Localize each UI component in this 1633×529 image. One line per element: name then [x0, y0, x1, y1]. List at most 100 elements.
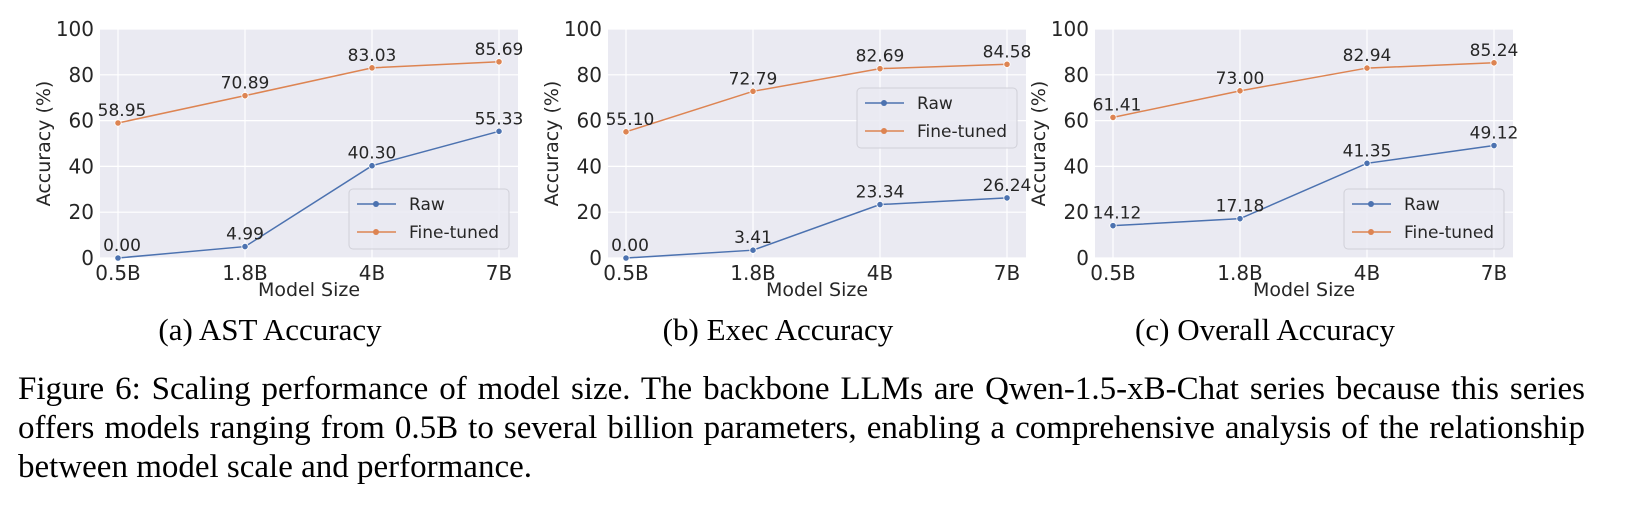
data-label: 14.12 — [1093, 204, 1142, 224]
data-point — [1363, 159, 1371, 167]
y-tick-label: 80 — [69, 63, 94, 87]
y-tick-label: 40 — [1064, 154, 1089, 178]
chart-svg: 0 20 40 60 80 100 0.5B 1.8B 4B 7B Model Size Accura… — [33, 17, 524, 301]
y-tick-label: 0 — [589, 246, 602, 270]
data-point — [1363, 64, 1371, 72]
legend-marker — [373, 229, 379, 235]
y-tick-label: 20 — [69, 200, 94, 224]
data-point — [749, 246, 757, 254]
data-label: 58.95 — [98, 101, 147, 121]
data-label: 41.35 — [1343, 141, 1392, 161]
legend: Raw Fine-tuned — [1343, 188, 1505, 250]
x-axis-label: Model Size — [258, 279, 360, 301]
legend-label: Raw — [1404, 195, 1440, 215]
x-tick-label: 7B — [994, 261, 1020, 285]
x-tick-label: 7B — [1481, 261, 1507, 285]
data-label: 84.58 — [983, 42, 1032, 62]
y-axis-label: Accuracy (%) — [33, 81, 55, 207]
legend-marker — [1368, 201, 1374, 207]
y-tick-label: 0 — [81, 246, 94, 270]
data-point — [114, 119, 122, 127]
series-line-fine-tuned — [625, 63, 1008, 133]
data-label: 85.24 — [1470, 41, 1519, 61]
series-line-fine-tuned — [1112, 62, 1495, 119]
y-tick-label: 0 — [1076, 246, 1089, 270]
data-point — [1109, 113, 1117, 121]
data-point — [876, 65, 884, 73]
series-line-raw — [1112, 144, 1495, 227]
data-label: 55.33 — [475, 109, 524, 129]
chart-ast-accuracy: 0 20 40 60 80 100 0.5B 1.8B 4B 7B Model Size Accura… — [0, 0, 540, 305]
data-label: 73.00 — [1216, 69, 1265, 89]
data-point — [1109, 222, 1117, 230]
y-tick-label: 60 — [577, 109, 602, 133]
data-point — [114, 254, 122, 262]
y-tick-label: 60 — [1064, 109, 1089, 133]
legend-label: Fine-tuned — [409, 223, 499, 243]
series-line-raw — [117, 130, 500, 259]
data-label: 0.00 — [611, 236, 649, 256]
data-point — [241, 242, 249, 251]
data-point — [1490, 141, 1498, 150]
legend: Raw Fine-tuned — [856, 87, 1018, 149]
data-point — [1003, 60, 1011, 68]
x-tick-label: 0.5B — [1090, 261, 1136, 285]
chart-exec-accuracy: 0 20 40 60 80 100 0.5B 1.8B 4B 7B Model Size Accura… — [508, 0, 1048, 305]
y-tick-label: 40 — [577, 154, 602, 178]
x-tick-label: 0.5B — [603, 261, 649, 285]
y-axis-label: Accuracy (%) — [1028, 81, 1050, 207]
data-point — [1236, 87, 1244, 95]
subcaption-b: (b) Exec Accuracy — [662, 312, 894, 347]
data-label: 55.10 — [606, 110, 655, 130]
data-point — [495, 127, 503, 135]
data-label: 82.94 — [1343, 46, 1392, 66]
x-tick-label: 1.8B — [1217, 261, 1263, 285]
data-label: 4.99 — [226, 225, 264, 245]
y-tick-label: 100 — [1051, 17, 1089, 41]
data-label: 61.41 — [1093, 95, 1142, 115]
legend-label: Fine-tuned — [917, 122, 1007, 142]
legend-marker — [373, 201, 379, 207]
y-tick-label: 20 — [577, 200, 602, 224]
data-label: 85.69 — [475, 40, 524, 60]
y-tick-label: 100 — [56, 17, 94, 41]
data-label: 17.18 — [1216, 197, 1265, 217]
y-tick-label: 80 — [1064, 63, 1089, 87]
data-label: 26.24 — [983, 176, 1032, 196]
legend-marker — [881, 100, 887, 106]
y-tick-label: 60 — [69, 109, 94, 133]
data-point — [1490, 59, 1498, 67]
data-label: 72.79 — [729, 69, 778, 89]
x-tick-label: 4B — [1354, 261, 1380, 285]
legend: Raw Fine-tuned — [348, 188, 510, 250]
y-tick-label: 40 — [69, 154, 94, 178]
data-point — [622, 254, 630, 262]
y-tick-label: 80 — [577, 63, 602, 87]
legend-label: Fine-tuned — [1404, 223, 1494, 243]
x-tick-label: 7B — [486, 261, 512, 285]
chart-svg: 0 20 40 60 80 100 0.5B 1.8B 4B 7B Model Size Accura… — [541, 17, 1032, 301]
data-label: 0.00 — [103, 236, 141, 256]
data-point — [622, 128, 630, 136]
data-point — [749, 87, 757, 95]
series-line-fine-tuned — [117, 61, 500, 124]
data-point — [495, 58, 503, 66]
chart-overall-accuracy: 0 20 40 60 80 100 0.5B 1.8B 4B 7B Model Size Accura… — [995, 0, 1535, 305]
x-axis-label: Model Size — [1253, 279, 1355, 301]
data-point — [368, 64, 376, 72]
data-label: 70.89 — [221, 74, 270, 94]
x-tick-label: 4B — [867, 261, 893, 285]
data-point — [241, 92, 249, 100]
x-tick-label: 1.8B — [222, 261, 268, 285]
y-tick-label: 100 — [564, 17, 602, 41]
chart-svg: 0 20 40 60 80 100 0.5B 1.8B 4B 7B Model Size Accura… — [1028, 17, 1519, 301]
data-label: 83.03 — [348, 46, 397, 66]
data-point — [876, 200, 884, 209]
subcaption-a: (a) AST Accuracy — [158, 312, 382, 347]
legend-marker — [1368, 229, 1374, 235]
data-point — [1236, 215, 1244, 223]
y-tick-label: 20 — [1064, 200, 1089, 224]
x-tick-label: 0.5B — [95, 261, 141, 285]
x-tick-label: 1.8B — [730, 261, 776, 285]
data-point — [1003, 194, 1011, 202]
